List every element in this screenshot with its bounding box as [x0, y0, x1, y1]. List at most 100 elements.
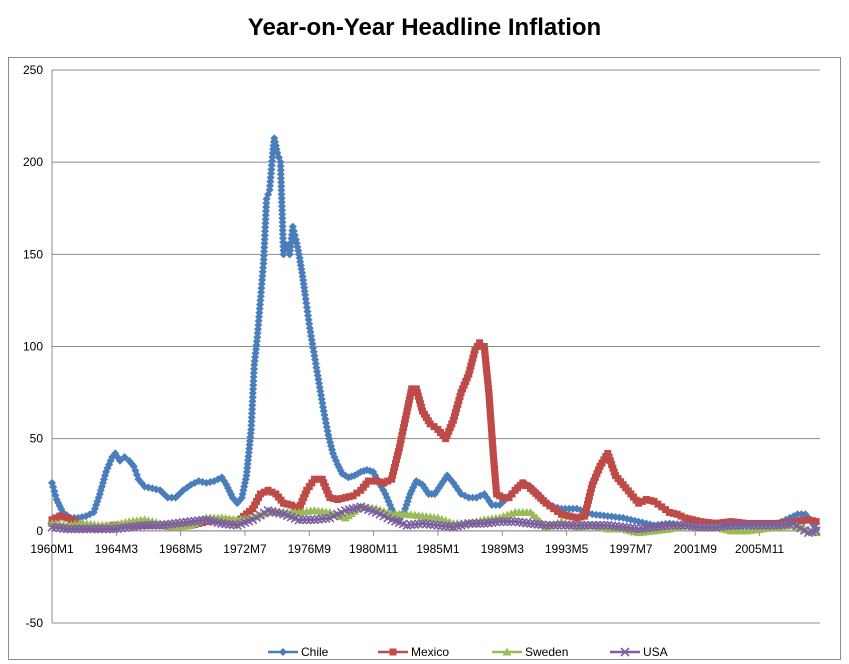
data-point-mexico	[393, 452, 401, 460]
data-point-mexico	[280, 499, 288, 507]
data-point-usa	[753, 520, 763, 530]
data-point-mexico	[253, 497, 261, 505]
data-point-mexico	[391, 460, 399, 468]
data-point-mexico	[396, 440, 404, 448]
data-point-mexico	[508, 490, 516, 498]
data-point-mexico	[490, 461, 498, 469]
data-point-usa	[553, 520, 563, 530]
series-lines	[47, 134, 821, 538]
data-point-mexico	[268, 488, 276, 496]
gridlines	[52, 69, 820, 624]
data-point-mexico	[397, 436, 405, 444]
data-point-mexico	[391, 463, 399, 471]
data-point-mexico	[388, 475, 396, 483]
data-point-usa	[140, 520, 150, 530]
data-point-mexico	[485, 393, 493, 401]
data-point-usa	[151, 520, 161, 530]
data-point-mexico	[486, 401, 494, 409]
data-point-usa	[66, 524, 76, 534]
y-tick-label: 200	[23, 155, 43, 169]
legend-marker	[620, 647, 630, 657]
data-point-mexico	[588, 481, 596, 489]
data-point-mexico	[297, 501, 305, 509]
legend-label: Mexico	[411, 645, 449, 659]
data-point-mexico	[399, 427, 407, 435]
data-point-usa	[70, 524, 80, 534]
data-point-mexico	[473, 343, 481, 350]
data-point-mexico	[251, 501, 259, 509]
series-line-chile	[50, 137, 818, 531]
legend-item-sweden: Sweden	[492, 645, 568, 659]
data-point-mexico	[486, 409, 494, 417]
data-point-mexico	[486, 405, 494, 413]
data-point-mexico	[485, 389, 493, 397]
data-point-mexico	[587, 485, 595, 493]
data-point-usa	[468, 518, 478, 529]
data-point-mexico	[466, 366, 474, 374]
data-point-mexico	[394, 448, 402, 456]
data-point-mexico	[669, 509, 677, 517]
data-point-mexico	[67, 516, 75, 524]
data-point-usa	[105, 524, 115, 534]
data-point-mexico	[487, 413, 495, 421]
data-point-mexico	[63, 514, 71, 522]
data-point-mexico	[334, 495, 342, 503]
data-point-usa	[464, 518, 474, 529]
data-point-mexico	[646, 496, 654, 504]
data-point-mexico	[489, 441, 497, 449]
data-point-mexico	[490, 457, 498, 465]
data-point-mexico	[604, 449, 612, 457]
data-point-mexico	[491, 474, 499, 482]
data-point-mexico	[443, 431, 451, 439]
data-point-mexico	[408, 385, 416, 393]
data-point-mexico	[450, 412, 458, 420]
data-point-usa	[769, 520, 779, 530]
data-point-mexico	[471, 346, 479, 354]
data-point-mexico	[460, 381, 468, 389]
data-point-mexico	[287, 501, 295, 509]
y-tick-label: -50	[26, 616, 44, 630]
data-point-mexico	[482, 358, 490, 366]
data-point-mexico	[519, 479, 527, 487]
data-point-usa	[302, 515, 312, 525]
data-point-mexico	[314, 475, 322, 483]
data-point-chile	[249, 368, 258, 377]
data-point-usa	[745, 520, 756, 530]
data-point-mexico	[487, 421, 495, 429]
data-point-usa	[78, 524, 88, 534]
data-point-mexico	[417, 403, 425, 411]
data-point-usa	[726, 520, 736, 530]
data-point-mexico	[476, 339, 484, 347]
data-point-mexico	[459, 385, 467, 393]
data-point-usa	[580, 520, 590, 530]
data-point-mexico	[484, 377, 492, 385]
data-point-mexico	[455, 396, 463, 404]
legend: Chile Mexico Sweden USA	[268, 645, 668, 659]
data-point-mexico	[704, 519, 712, 527]
data-point-mexico	[202, 518, 210, 526]
data-point-mexico	[405, 400, 413, 408]
data-point-mexico	[469, 354, 477, 362]
data-point-mexico	[390, 467, 398, 475]
legend-label: USA	[643, 645, 668, 659]
data-point-chile	[250, 364, 259, 373]
data-point-mexico	[405, 396, 413, 404]
data-point-mexico	[483, 366, 491, 374]
data-point-mexico	[492, 486, 500, 494]
legend-label: Chile	[301, 645, 329, 659]
data-point-mexico	[747, 519, 755, 527]
data-point-mexico	[594, 466, 602, 474]
data-point-mexico	[310, 475, 318, 483]
data-point-usa	[564, 520, 574, 530]
data-point-usa	[572, 520, 582, 530]
legend-item-chile: Chile	[268, 645, 329, 659]
data-point-usa	[757, 520, 767, 530]
x-tick-label: 1964M3	[95, 542, 139, 556]
data-point-usa	[742, 520, 752, 530]
data-point-mexico	[349, 492, 357, 500]
data-point-usa	[471, 518, 482, 529]
data-point-usa	[502, 517, 512, 527]
data-point-usa	[74, 524, 84, 534]
data-point-mexico	[345, 493, 353, 501]
